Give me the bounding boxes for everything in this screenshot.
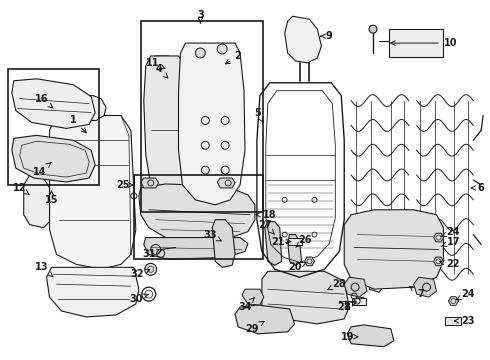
- Bar: [445, 317, 461, 325]
- Text: 4: 4: [155, 64, 168, 78]
- Text: 32: 32: [130, 269, 150, 279]
- Circle shape: [217, 44, 227, 54]
- Circle shape: [369, 25, 377, 33]
- Text: 29: 29: [245, 321, 264, 334]
- Polygon shape: [47, 267, 139, 317]
- Polygon shape: [12, 79, 95, 129]
- Polygon shape: [344, 277, 367, 297]
- Polygon shape: [49, 116, 136, 269]
- Text: 24: 24: [456, 289, 475, 300]
- Bar: [389, 29, 443, 57]
- Polygon shape: [262, 271, 349, 324]
- Polygon shape: [347, 325, 394, 347]
- Text: 12: 12: [13, 183, 29, 195]
- Text: 33: 33: [203, 230, 221, 241]
- Polygon shape: [149, 56, 178, 86]
- Text: 10: 10: [391, 38, 457, 48]
- Text: 1: 1: [70, 116, 86, 133]
- Polygon shape: [285, 16, 321, 63]
- Text: 24: 24: [441, 226, 460, 237]
- Polygon shape: [178, 43, 245, 205]
- Text: 13: 13: [35, 262, 53, 277]
- Polygon shape: [70, 96, 106, 121]
- Text: 19: 19: [341, 332, 358, 342]
- Text: 28: 28: [327, 279, 346, 290]
- Text: 22: 22: [440, 259, 460, 269]
- Polygon shape: [448, 297, 458, 305]
- Text: 11: 11: [146, 58, 165, 68]
- Polygon shape: [139, 184, 255, 242]
- Text: 18: 18: [256, 210, 277, 220]
- Text: 6: 6: [471, 183, 485, 193]
- Text: 3: 3: [197, 10, 204, 23]
- Polygon shape: [144, 238, 248, 260]
- Polygon shape: [344, 210, 443, 289]
- Text: 31: 31: [142, 249, 162, 260]
- Text: 21: 21: [271, 237, 291, 247]
- Circle shape: [196, 48, 205, 58]
- Polygon shape: [242, 289, 264, 305]
- Bar: [8, 69, 99, 185]
- Polygon shape: [288, 235, 301, 265]
- Polygon shape: [265, 222, 282, 265]
- Text: 14: 14: [33, 162, 51, 177]
- Polygon shape: [305, 257, 315, 266]
- Bar: [352, 298, 366, 305]
- Bar: [134, 175, 263, 260]
- Text: 5: 5: [254, 108, 264, 123]
- Text: 26: 26: [296, 234, 311, 247]
- Text: 15: 15: [45, 191, 58, 205]
- Polygon shape: [212, 220, 235, 267]
- Text: 7: 7: [410, 287, 424, 299]
- Text: 25: 25: [116, 180, 133, 190]
- Text: 23: 23: [454, 316, 475, 326]
- Text: 9: 9: [320, 31, 333, 41]
- Polygon shape: [144, 56, 191, 192]
- Text: 20: 20: [288, 262, 307, 272]
- Polygon shape: [434, 257, 443, 266]
- Circle shape: [145, 264, 157, 275]
- Text: 17: 17: [441, 237, 460, 247]
- Bar: [288, 238, 301, 245]
- Text: 2: 2: [225, 51, 242, 64]
- Text: 27: 27: [258, 220, 274, 234]
- Polygon shape: [12, 135, 95, 182]
- Polygon shape: [434, 233, 443, 242]
- Polygon shape: [235, 305, 294, 334]
- Text: 16: 16: [35, 94, 53, 108]
- Polygon shape: [141, 178, 159, 188]
- Text: 34: 34: [238, 297, 255, 312]
- Polygon shape: [217, 178, 235, 188]
- Polygon shape: [24, 175, 49, 228]
- Text: 30: 30: [129, 294, 148, 304]
- Text: 8: 8: [344, 301, 356, 312]
- Polygon shape: [414, 277, 437, 297]
- Bar: [141, 21, 263, 212]
- Text: 21: 21: [338, 302, 356, 312]
